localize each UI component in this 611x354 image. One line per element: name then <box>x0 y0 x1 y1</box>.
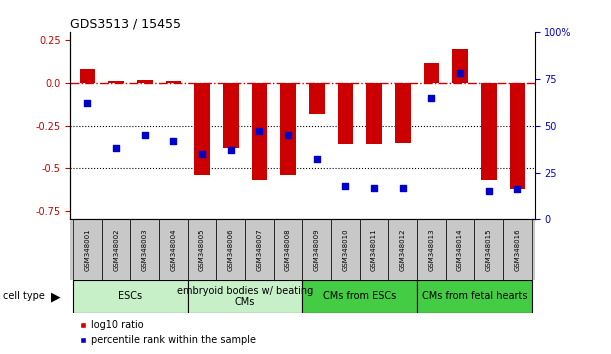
Point <box>484 188 494 194</box>
Bar <box>223 83 239 148</box>
Point <box>340 183 350 189</box>
Bar <box>474 219 503 280</box>
Bar <box>503 219 532 280</box>
Text: ▶: ▶ <box>51 290 60 303</box>
Bar <box>395 83 411 143</box>
Bar <box>188 280 302 313</box>
Bar <box>159 219 188 280</box>
Bar <box>102 219 131 280</box>
Bar <box>108 81 124 83</box>
Point <box>398 185 408 190</box>
Bar <box>337 83 353 144</box>
Bar <box>137 80 153 83</box>
Bar <box>360 219 389 280</box>
Bar <box>194 83 210 175</box>
Point <box>197 151 207 156</box>
Text: GSM348013: GSM348013 <box>428 228 434 271</box>
Legend: log10 ratio, percentile rank within the sample: log10 ratio, percentile rank within the … <box>75 316 260 349</box>
Text: cell type: cell type <box>3 291 45 302</box>
Bar <box>73 280 188 313</box>
Text: embryoid bodies w/ beating
CMs: embryoid bodies w/ beating CMs <box>177 286 313 307</box>
Bar <box>252 83 268 180</box>
Point <box>169 138 178 143</box>
Text: GSM348008: GSM348008 <box>285 228 291 271</box>
Bar <box>423 63 439 83</box>
Text: GSM348015: GSM348015 <box>486 228 492 271</box>
Bar <box>309 83 324 114</box>
Bar <box>389 219 417 280</box>
Bar <box>446 219 474 280</box>
Text: GSM348016: GSM348016 <box>514 228 521 271</box>
Text: CMs from ESCs: CMs from ESCs <box>323 291 397 302</box>
Point <box>312 156 321 162</box>
Text: GSM348009: GSM348009 <box>314 228 320 271</box>
Bar <box>79 69 95 83</box>
Text: GSM348003: GSM348003 <box>142 228 148 271</box>
Text: GSM348006: GSM348006 <box>228 228 234 271</box>
Bar <box>280 83 296 175</box>
Text: CMs from fetal hearts: CMs from fetal hearts <box>422 291 527 302</box>
Bar <box>274 219 302 280</box>
Bar <box>131 219 159 280</box>
Point <box>226 147 236 153</box>
Point <box>255 129 265 134</box>
Text: GDS3513 / 15455: GDS3513 / 15455 <box>70 18 181 31</box>
Point <box>369 185 379 190</box>
Bar <box>302 280 417 313</box>
Point <box>140 132 150 138</box>
Bar <box>481 83 497 180</box>
Bar <box>417 280 532 313</box>
Text: GSM348011: GSM348011 <box>371 228 377 271</box>
Bar <box>245 219 274 280</box>
Bar <box>366 83 382 144</box>
Text: ESCs: ESCs <box>119 291 142 302</box>
Point <box>513 187 522 192</box>
Point <box>284 132 293 138</box>
Bar <box>417 219 446 280</box>
Text: GSM348004: GSM348004 <box>170 228 177 271</box>
Text: GSM348012: GSM348012 <box>400 228 406 271</box>
Text: GSM348005: GSM348005 <box>199 228 205 271</box>
Point <box>111 145 121 151</box>
Point <box>82 100 92 106</box>
Point <box>426 95 436 101</box>
Text: GSM348001: GSM348001 <box>84 228 90 271</box>
Bar <box>452 49 468 83</box>
Point <box>455 70 465 76</box>
Text: GSM348014: GSM348014 <box>457 228 463 271</box>
Bar <box>188 219 216 280</box>
Bar <box>331 219 360 280</box>
Text: GSM348007: GSM348007 <box>257 228 263 271</box>
Text: GSM348002: GSM348002 <box>113 228 119 271</box>
Bar <box>216 219 245 280</box>
Bar <box>302 219 331 280</box>
Bar <box>166 81 181 83</box>
Bar <box>510 83 525 189</box>
Bar <box>73 219 102 280</box>
Text: GSM348010: GSM348010 <box>342 228 348 271</box>
